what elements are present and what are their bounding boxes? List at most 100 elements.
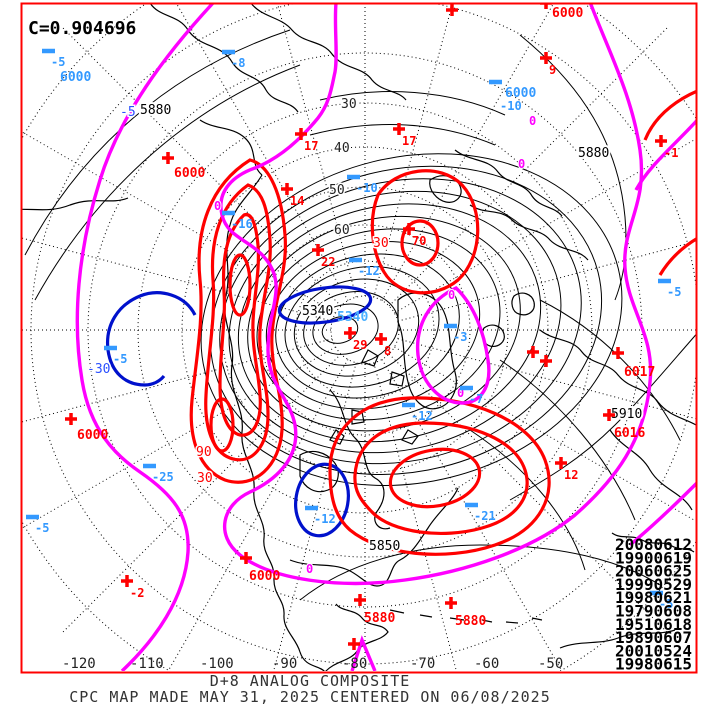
- negative-anomaly-value: -10: [500, 99, 522, 113]
- negative-anomaly-value: -5: [659, 597, 673, 611]
- analog-date: 19990529: [615, 575, 692, 594]
- coastlines: [21, 3, 697, 671]
- height-contour-label: 5850: [369, 539, 400, 554]
- longitude-label: -80: [342, 656, 367, 672]
- high-center-value: 6000: [552, 6, 583, 21]
- plus-marker-icon: [375, 333, 387, 345]
- height-contour: [312, 303, 379, 355]
- longitude-label: -110: [130, 656, 164, 672]
- negative-anomaly-value: -25: [152, 470, 174, 484]
- plus-marker-icon: [603, 409, 615, 421]
- plot-border: [20, 2, 698, 674]
- analog-date: 19900619: [615, 548, 692, 567]
- analog-date: 20080612: [615, 535, 692, 554]
- negative-anomaly-value: -10: [356, 181, 378, 195]
- positive-anomaly-value: 8: [384, 344, 391, 358]
- high-center-value: 6016: [614, 426, 645, 441]
- height-contour: [275, 253, 460, 399]
- plus-marker-icon: [121, 575, 133, 587]
- meridian-line: [167, 359, 349, 671]
- positive-anomaly-value: 70: [412, 234, 426, 248]
- plus-marker-icon: [162, 152, 174, 164]
- analog-date: 19980621: [615, 588, 692, 607]
- analog-date: 20010524: [615, 641, 692, 660]
- low-center-value: 6000: [505, 86, 536, 101]
- meridian-line: [21, 130, 336, 314]
- plus-marker-icon: [344, 327, 356, 339]
- meridian-line: [21, 346, 336, 530]
- latitude-circle: [259, 224, 471, 436]
- correlation-value: C=0.904696: [28, 18, 136, 39]
- height-contour: [209, 165, 603, 476]
- plus-marker-icon: [354, 594, 366, 606]
- plus-marker-icon: [655, 135, 667, 147]
- high-center-value: 6000: [77, 428, 108, 443]
- height-contour: [237, 203, 542, 443]
- analog-date-list: 2008061219900619200606251999052919980621…: [615, 535, 692, 674]
- zero-anomaly-label: 0: [306, 562, 313, 576]
- longitude-label: -50: [538, 656, 563, 672]
- plus-marker-icon: [281, 183, 293, 195]
- negative-anomaly-value: -3: [453, 330, 467, 344]
- zero-anomaly-label: 0: [518, 157, 525, 171]
- negative-anomaly-value: -21: [474, 509, 496, 523]
- height-contour: [219, 178, 582, 465]
- height-contour-label: 5880: [578, 146, 609, 161]
- meridian-line: [394, 346, 697, 523]
- negative-anomaly-value: -16: [231, 217, 253, 231]
- height-contour: [321, 316, 359, 344]
- plus-marker-icon: [527, 346, 539, 358]
- positive-anomaly-value: -2: [130, 586, 144, 600]
- positive-anomaly-value: 17: [402, 134, 416, 148]
- anomaly-markers: 17 17 9 -1 14 22 29 8 70 12 -2 -5 -8 -10 -10 -16 -5 -12 -3…: [26, 3, 681, 650]
- latitude-label: 40: [334, 141, 350, 156]
- analog-date: 19510618: [615, 615, 692, 634]
- height-contour-label: 5340: [302, 304, 333, 319]
- negative-anomaly-value: -5: [667, 285, 681, 299]
- zero-anomaly-label: 0: [457, 386, 464, 400]
- analog-date: 19980615: [615, 655, 692, 674]
- negative-anomaly-contour-label: -30: [87, 362, 110, 377]
- longitude-label: -60: [474, 656, 499, 672]
- plus-marker-icon: [393, 123, 405, 135]
- zero-anomaly-contours: [75, 3, 697, 671]
- analog-date: 20060625: [615, 562, 692, 581]
- negative-anomaly-contour-label: -5: [120, 105, 136, 120]
- meridian-line: [394, 137, 697, 314]
- low-center-value: 6000: [60, 70, 91, 85]
- plus-marker-icon: [348, 638, 360, 650]
- plus-marker-icon: [540, 355, 552, 367]
- positive-anomaly-value: 12: [564, 468, 578, 482]
- plus-marker-icon: [612, 347, 624, 359]
- meridian-line: [373, 3, 454, 298]
- latitude-label: 50: [329, 183, 345, 198]
- height-contour: [293, 278, 420, 377]
- analog-date: 19790608: [615, 602, 692, 621]
- meridian-line: [397, 338, 697, 420]
- high-center-value: 6017: [624, 365, 655, 380]
- positive-anomaly-contours: [189, 89, 697, 556]
- height-contour: [228, 190, 562, 454]
- plus-marker-icon: [445, 597, 457, 609]
- positive-anomaly-value: 14: [290, 194, 304, 208]
- zero-anomaly-label: 0: [448, 288, 455, 302]
- positive-anomaly-contour-label: 30: [373, 236, 389, 251]
- plus-marker-icon: [403, 223, 415, 235]
- plus-marker-icon: [555, 457, 567, 469]
- positive-anomaly-value: 17: [304, 139, 318, 153]
- high-center-value: 6000: [174, 166, 205, 181]
- plus-marker-icon: [312, 244, 324, 256]
- zero-anomaly-label: 0: [214, 199, 221, 213]
- map-caption: CPC MAP MADE MAY 31, 2025 CENTERED ON 06…: [69, 688, 550, 706]
- negative-anomaly-value: -12: [411, 409, 433, 423]
- positive-anomaly-value: 29: [353, 338, 367, 352]
- positive-anomaly-value: 22: [321, 255, 335, 269]
- negative-anomaly-value: -12: [358, 264, 380, 278]
- longitude-label: -120: [62, 656, 96, 672]
- height-contour-label: 5910: [611, 407, 642, 422]
- negative-anomaly-value: -8: [231, 56, 245, 70]
- high-center-value: 5880: [364, 611, 395, 626]
- negative-anomaly-value: -5: [51, 55, 65, 69]
